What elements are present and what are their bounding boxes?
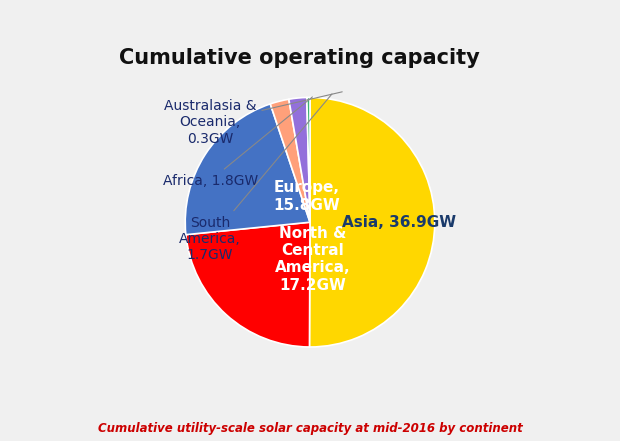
Text: Europe,
15.8GW: Europe, 15.8GW bbox=[273, 180, 340, 213]
Wedge shape bbox=[185, 104, 310, 235]
Text: Cumulative operating capacity: Cumulative operating capacity bbox=[118, 48, 479, 67]
Text: Australasia &
Oceania,
0.3GW: Australasia & Oceania, 0.3GW bbox=[164, 92, 342, 146]
Text: Asia, 36.9GW: Asia, 36.9GW bbox=[342, 215, 456, 230]
Wedge shape bbox=[307, 97, 310, 222]
Wedge shape bbox=[186, 222, 310, 347]
Text: North &
Central
America,
17.2GW: North & Central America, 17.2GW bbox=[275, 225, 351, 293]
Wedge shape bbox=[270, 99, 310, 222]
Wedge shape bbox=[289, 97, 310, 222]
Text: Africa, 1.8GW: Africa, 1.8GW bbox=[162, 97, 312, 187]
Text: Cumulative utility-scale solar capacity at mid-2016 by continent: Cumulative utility-scale solar capacity … bbox=[97, 422, 523, 435]
Text: South
America,
1.7GW: South America, 1.7GW bbox=[179, 94, 332, 262]
Wedge shape bbox=[309, 97, 435, 347]
